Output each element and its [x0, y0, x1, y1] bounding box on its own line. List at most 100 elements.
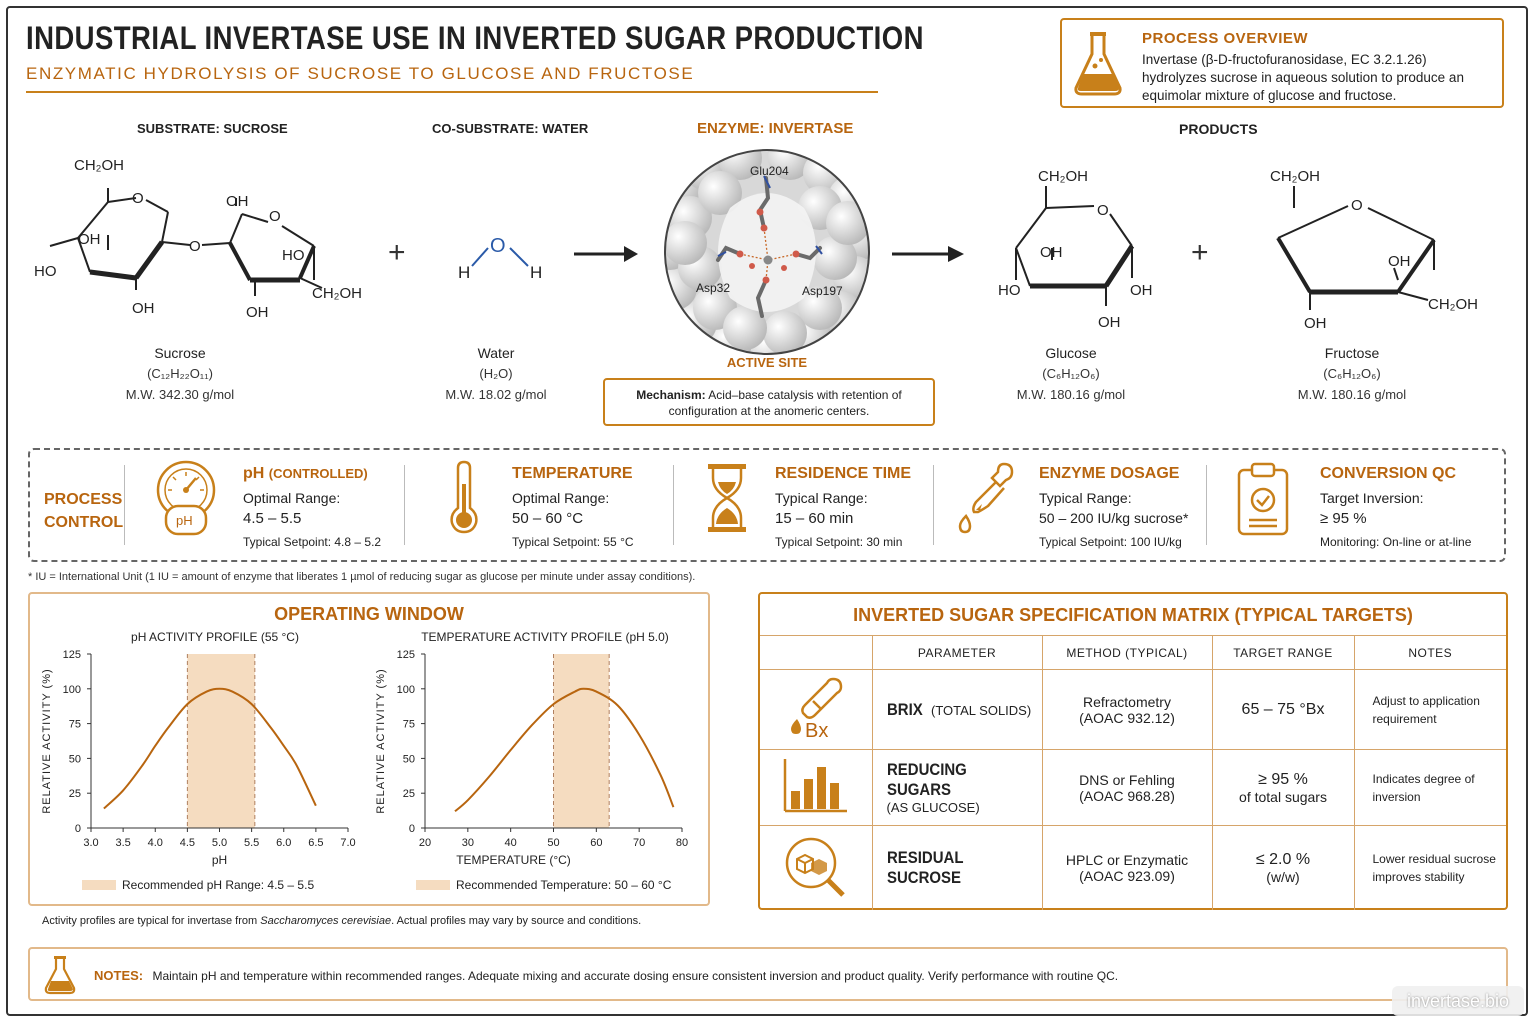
sucrose-formula: (C₁₂H₂₂O₁₁) [147, 366, 213, 381]
pc-divider-2 [673, 465, 674, 545]
glucose-ring-o: O [1097, 202, 1109, 219]
ph-x-tick-label: 7.0 [340, 837, 355, 849]
param-reducing: REDUCING SUGARS [886, 760, 967, 799]
ph-y-tick-label: 100 [63, 684, 81, 696]
ph-y-tick-label: 125 [63, 649, 81, 661]
ph-x-tick-label: 3.0 [83, 837, 98, 849]
temp-y-tick-label: 75 [403, 719, 415, 731]
temp-chart-title: TEMPERATURE ACTIVITY PROFILE (pH 5.0) [421, 630, 669, 644]
ph-x-tick-label: 3.5 [115, 837, 130, 849]
gauge-icon-text: pH [176, 513, 193, 528]
page-title: INDUSTRIAL INVERTASE USE IN INVERTED SUG… [26, 20, 924, 56]
temp-y-tick-label: 0 [409, 823, 415, 835]
process-control-label-line1: PROCESS [44, 491, 123, 508]
temp-legend-swatch [416, 880, 450, 890]
header-parameter: PARAMETER [871, 635, 1042, 670]
iu-footnote: * IU = International Unit (1 IU = amount… [28, 571, 696, 583]
param-residual: RESIDUAL SUCROSE [886, 847, 963, 887]
active-site-illustration: Glu204 Asp32 Asp197 [664, 149, 870, 355]
temp-activity-line [454, 687, 675, 813]
row-icon-cell [760, 826, 872, 910]
temp-x-tick-label: 60 [590, 837, 602, 849]
row-icon-cell: Bx [760, 669, 872, 750]
sucrose-name: Sucrose [154, 345, 206, 361]
header-target: TARGET RANGE [1211, 635, 1354, 670]
pc-qc-range: ≥ 95 % [1320, 510, 1367, 527]
temp-recommended-band [553, 654, 610, 828]
method-residual-1: HPLC or Enzymatic [1065, 851, 1189, 868]
target-residual-2: (w/w) [1266, 868, 1300, 885]
sucrose-oh-3: OH [226, 193, 249, 210]
glucose-oh-2: OH [1130, 282, 1153, 299]
header-notes: NOTES [1353, 635, 1506, 670]
fructose-structure: CH₂OH O OH CH₂OH OH [1270, 168, 1478, 332]
ph-activity-line [103, 687, 317, 810]
method-residual-2: (AOAC 923.09) [1079, 867, 1175, 884]
ph-y-axis-label: RELATIVE ACTIVITY (%) [41, 668, 53, 813]
plus-sign-2: + [1191, 236, 1209, 269]
row-param-cell: BRIX (TOTAL SOLIDS) [871, 669, 1042, 750]
water-o: O [490, 235, 506, 257]
param-brix-sub: (TOTAL SOLIDS) [931, 702, 1032, 718]
thermometer-icon [450, 460, 478, 534]
ph-x-axis-label: pH [212, 853, 227, 867]
row-notes-cell: Adjust to application requirement [1353, 669, 1506, 750]
row-method-cell: HPLC or Enzymatic (AOAC 923.09) [1041, 825, 1212, 910]
target-reducing-2: of total sugars [1239, 788, 1327, 805]
sucrose-ring-o2: O [269, 208, 281, 225]
temp-y-tick-label: 125 [397, 649, 415, 661]
water-name: Water [477, 345, 515, 361]
pc-ph-heading-suffix: (CONTROLLED) [268, 466, 368, 481]
reaction-arrow-1 [574, 246, 638, 262]
temp-x-tick-label: 40 [505, 837, 517, 849]
ph-y-tick-label: 75 [69, 719, 81, 731]
row-icon-cell [760, 749, 872, 826]
ph-chart-title: pH ACTIVITY PROFILE (55 °C) [131, 630, 299, 644]
cosubstrate-label: CO-SUBSTRATE: WATER [432, 121, 589, 136]
table-row: REDUCING SUGARS (AS GLUCOSE) DNS or Fehl… [760, 749, 1506, 826]
fructose-ring-o: O [1351, 197, 1363, 214]
activity-note-species: Saccharomyces cerevisiae [260, 915, 392, 927]
pc-time-range-label: Typical Range: [775, 490, 868, 506]
temp-x-tick-label: 20 [419, 837, 431, 849]
row-target-cell: ≤ 2.0 % (w/w) [1211, 825, 1354, 910]
pc-qc-setpoint: Monitoring: On-line or at-line [1320, 535, 1472, 549]
pc-temp-setpoint: Typical Setpoint: 55 °C [512, 535, 634, 549]
mechanism-head: Mechanism: [636, 388, 706, 402]
activity-note-suffix: . Actual profiles may vary by source and… [391, 915, 642, 927]
enzyme-label: ENZYME: INVERTASE [697, 120, 854, 137]
pc-ph-range: 4.5 – 5.5 [243, 510, 302, 527]
header-icon-col [760, 635, 872, 670]
ph-y-tick-label: 25 [69, 788, 81, 800]
pc-dose-setpoint: Typical Setpoint: 100 IU/kg [1039, 535, 1182, 549]
watermark: invertase.bio [1392, 986, 1524, 1016]
fructose-oh-2: OH [1304, 315, 1327, 332]
method-reducing-2: (AOAC 968.28) [1079, 787, 1175, 804]
glucose-mw: M.W. 180.16 g/mol [1016, 387, 1126, 402]
temp-x-tick-label: 50 [547, 837, 559, 849]
temp-activity-chart: 0 25 50 75 100 125 20 30 40 50 60 70 80 TEMPERATURE (… [375, 649, 688, 892]
pc-divider-0 [124, 465, 125, 545]
flask-icon [1074, 32, 1122, 96]
notes-bar-text: NOTES: Maintain pH and temperature withi… [94, 968, 1118, 983]
fructose-ch2oh-bottom: CH₂OH [1428, 296, 1478, 313]
sucrose-ch2oh-top: CH₂OH [74, 157, 124, 174]
pc-dose-range-label: Typical Range: [1039, 490, 1132, 506]
process-control-panel [28, 448, 1506, 562]
spec-matrix-table: PARAMETER METHOD (TYPICAL) TARGET RANGE … [760, 635, 1506, 910]
activity-note-prefix: Activity profiles are typical for invert… [42, 915, 261, 927]
operating-window-title: OPERATING WINDOW [274, 604, 464, 624]
bar-chart-icon [783, 759, 847, 813]
ph-x-tick-label: 6.0 [276, 837, 291, 849]
ph-recommended-band [187, 654, 255, 828]
temp-y-tick-label: 50 [403, 753, 415, 765]
process-control-label: PROCESS CONTROL [44, 488, 123, 534]
pc-time-setpoint: Typical Setpoint: 30 min [775, 535, 903, 549]
pc-divider-1 [404, 465, 405, 545]
sucrose-bridge-o: O [189, 238, 201, 255]
glucose-ch2oh: CH₂OH [1038, 168, 1088, 185]
hourglass-icon [708, 464, 746, 532]
pc-time-heading: RESIDENCE TIME [775, 465, 912, 482]
fructose-formula: (C₆H₁₂O₆) [1323, 366, 1381, 381]
target-reducing-1: ≥ 95 % [1258, 770, 1308, 788]
